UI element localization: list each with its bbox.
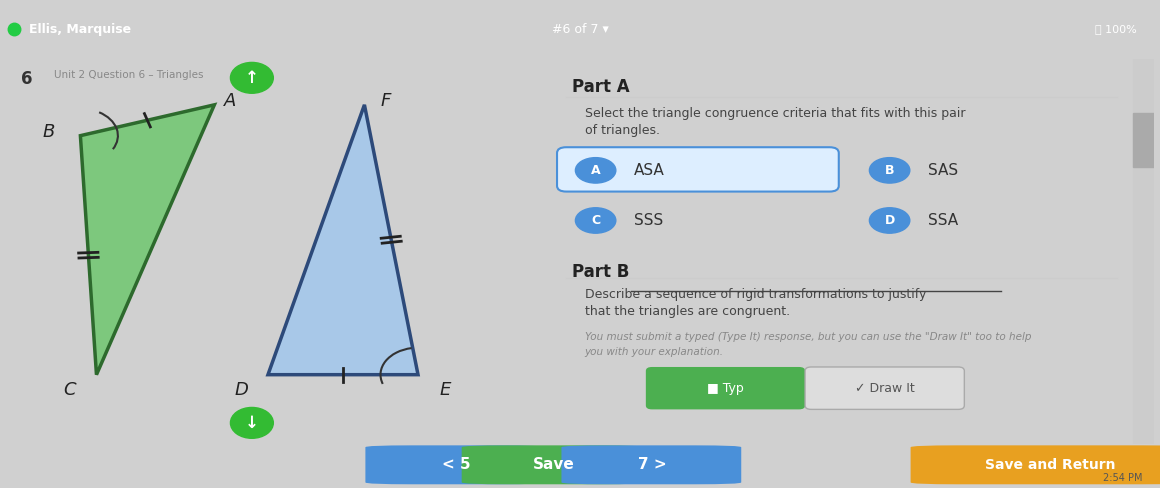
- Text: B: B: [885, 164, 894, 177]
- Text: SSS: SSS: [633, 213, 662, 228]
- FancyBboxPatch shape: [646, 367, 805, 409]
- Text: ■ Typ: ■ Typ: [708, 382, 744, 395]
- Text: Describe a sequence of rigid transformations to justify: Describe a sequence of rigid transformat…: [585, 288, 926, 301]
- Text: Part B: Part B: [572, 263, 630, 281]
- Text: SSA: SSA: [928, 213, 958, 228]
- FancyBboxPatch shape: [561, 446, 741, 484]
- Text: D: D: [234, 381, 248, 399]
- Text: E: E: [440, 381, 450, 399]
- Text: F: F: [380, 92, 391, 110]
- Text: Save and Return: Save and Return: [985, 458, 1115, 472]
- Text: SAS: SAS: [928, 163, 958, 178]
- FancyBboxPatch shape: [557, 147, 839, 192]
- Text: A: A: [224, 92, 237, 110]
- Text: B: B: [42, 123, 55, 141]
- Circle shape: [869, 158, 909, 183]
- Polygon shape: [268, 105, 418, 375]
- Text: 2:54 PM: 2:54 PM: [1103, 473, 1143, 483]
- Text: Ellis, Marquise: Ellis, Marquise: [29, 23, 131, 36]
- Text: C: C: [592, 214, 600, 227]
- Text: Save: Save: [532, 457, 574, 472]
- Text: ↑: ↑: [245, 69, 259, 87]
- Text: < 5: < 5: [442, 457, 470, 472]
- Text: D: D: [884, 214, 894, 227]
- Text: C: C: [64, 381, 77, 399]
- Circle shape: [575, 208, 616, 233]
- Circle shape: [869, 208, 909, 233]
- Text: 6: 6: [21, 70, 32, 88]
- Polygon shape: [80, 105, 215, 375]
- Text: Unit 2 Question 6 – Triangles: Unit 2 Question 6 – Triangles: [53, 70, 203, 80]
- Circle shape: [231, 407, 274, 438]
- Circle shape: [575, 158, 616, 183]
- Circle shape: [231, 62, 274, 93]
- FancyBboxPatch shape: [911, 446, 1160, 484]
- Text: ✓ Draw It: ✓ Draw It: [855, 382, 914, 395]
- Text: that the triangles are congruent.: that the triangles are congruent.: [585, 305, 790, 318]
- Text: you with your explanation.: you with your explanation.: [585, 347, 724, 357]
- FancyBboxPatch shape: [365, 446, 545, 484]
- Text: Part A: Part A: [572, 78, 630, 96]
- Bar: [1133, 59, 1154, 444]
- Text: Select the triangle congruence criteria that fits with this pair: Select the triangle congruence criteria …: [585, 107, 965, 120]
- Text: You must submit a typed (Type It) response, but you can use the "Draw It" too to: You must submit a typed (Type It) respon…: [585, 332, 1031, 342]
- Text: A: A: [590, 164, 601, 177]
- FancyBboxPatch shape: [805, 367, 964, 409]
- Text: of triangles.: of triangles.: [585, 124, 660, 137]
- Text: ↓: ↓: [245, 414, 259, 432]
- Text: 7 >: 7 >: [638, 457, 666, 472]
- Bar: [1133, 113, 1154, 166]
- Text: #6 of 7 ▾: #6 of 7 ▾: [552, 23, 608, 36]
- Text: 🔍 100%: 🔍 100%: [1095, 24, 1137, 34]
- Text: ASA: ASA: [633, 163, 665, 178]
- FancyBboxPatch shape: [462, 446, 645, 484]
